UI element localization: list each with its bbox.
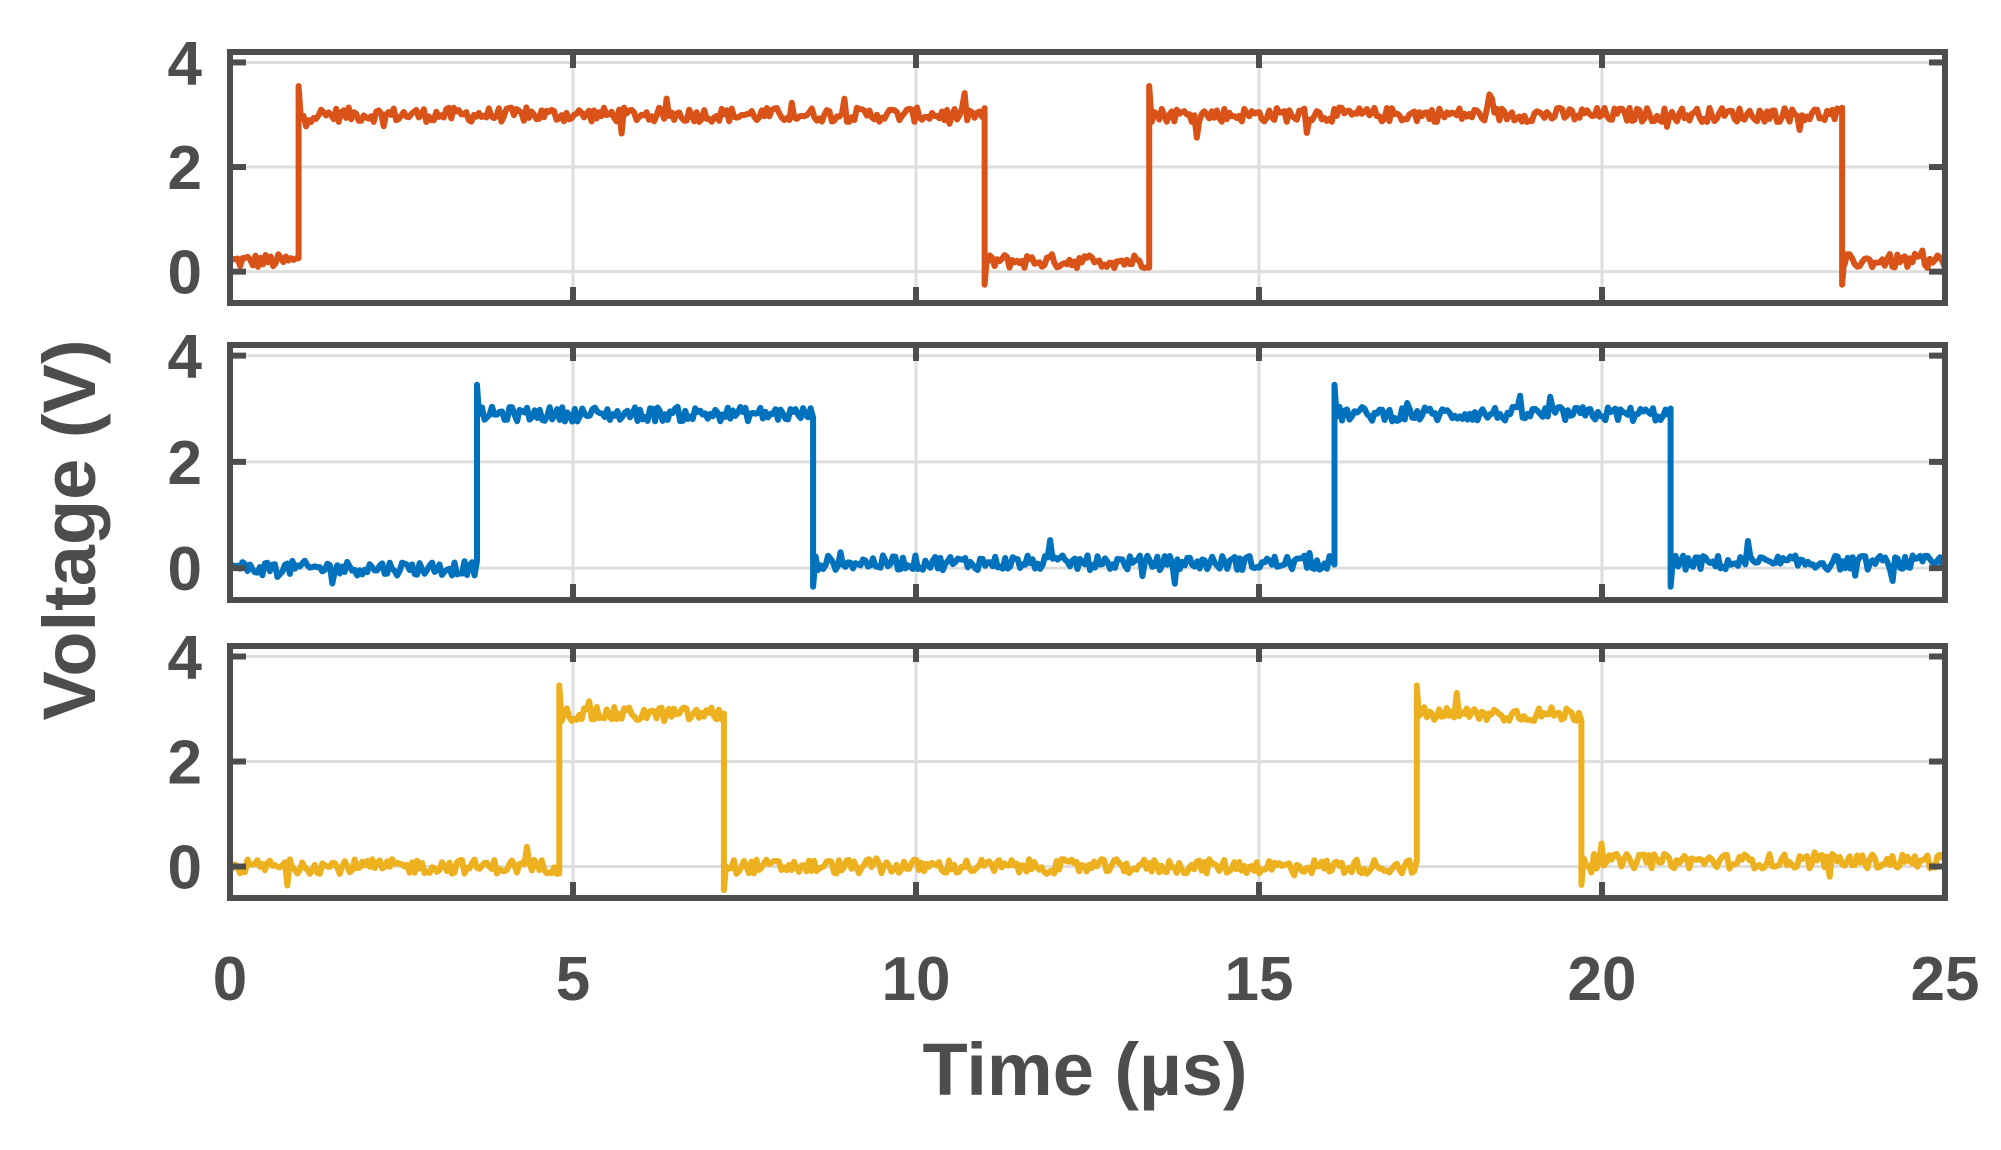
x-tick-label: 15 [1225, 945, 1294, 1014]
x-axis-title: Time (µs) [922, 1028, 1247, 1111]
panel-3: 0 2 4 [168, 624, 1948, 903]
panel-1: 0 2 4 [168, 29, 1948, 308]
x-tick-label: 10 [882, 945, 951, 1014]
x-tick-label: 0 [213, 945, 247, 1014]
y-tick-label: 0 [168, 834, 202, 903]
x-tick-label: 25 [1911, 945, 1980, 1014]
series-3-trace [228, 682, 1946, 894]
y-tick-label: 2 [168, 134, 202, 203]
panel-2: 0 2 4 [168, 323, 1948, 604]
series-2-trace [227, 381, 1948, 590]
y-tick-label: 4 [168, 323, 203, 392]
panel-frame [227, 342, 1948, 603]
panel-frame [227, 643, 1948, 901]
y-tick-label: 2 [168, 429, 202, 498]
panel-frame [227, 49, 1948, 306]
y-tick-label: 4 [168, 29, 203, 98]
series-1-trace [227, 83, 1948, 288]
y-tick-label: 2 [168, 729, 202, 798]
x-tick-label: 5 [556, 945, 590, 1014]
y-tick-label: 0 [168, 535, 202, 604]
y-tick-label: 0 [168, 239, 202, 308]
x-tick-label: 20 [1568, 945, 1637, 1014]
y-axis-title: Voltage (V) [28, 340, 111, 721]
y-tick-label: 4 [168, 624, 203, 693]
